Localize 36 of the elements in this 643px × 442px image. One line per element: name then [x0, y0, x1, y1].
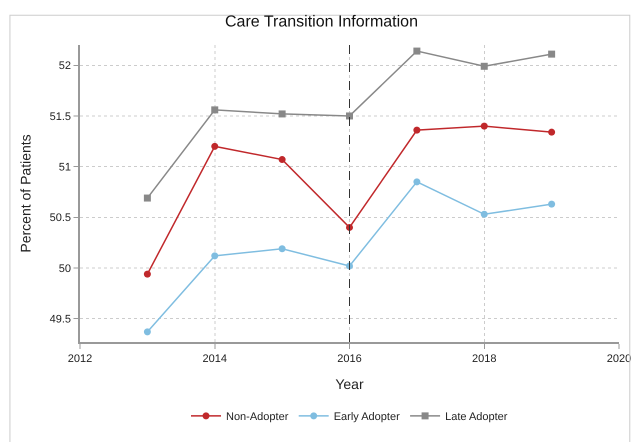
point — [548, 128, 556, 136]
point — [548, 200, 556, 208]
point — [278, 245, 286, 252]
legend-label: Non-Adopter — [226, 411, 289, 424]
legend-label: Early Adopter — [334, 411, 400, 424]
y-axis-title: Percent of Patients — [18, 134, 34, 253]
point — [144, 194, 151, 202]
point — [278, 110, 286, 118]
legend-label: Late Adopter — [445, 411, 508, 424]
y-tick-label: 49.5 — [50, 314, 72, 326]
y-tick-label: 52 — [58, 60, 72, 72]
point — [346, 112, 353, 120]
point — [413, 126, 420, 134]
point — [480, 210, 488, 218]
point — [480, 122, 488, 130]
point — [548, 50, 556, 58]
x-tick-label: 2018 — [472, 352, 496, 365]
x-tick-label: 2016 — [337, 352, 362, 365]
x-tick-label: 2020 — [606, 352, 632, 365]
point — [144, 328, 151, 336]
point — [211, 142, 218, 150]
y-tick-label: 51.5 — [50, 110, 72, 123]
point — [413, 178, 420, 186]
point — [144, 270, 151, 278]
point — [413, 48, 420, 55]
point — [278, 156, 286, 164]
point — [211, 252, 218, 260]
x-tick-label: 2014 — [202, 352, 227, 365]
point — [480, 62, 488, 70]
chart-title: Care Transition Information — [225, 14, 418, 31]
x-axis-title: Year — [335, 376, 364, 392]
point — [211, 106, 218, 114]
y-tick-label: 50 — [58, 262, 72, 275]
y-tick-label: 51 — [58, 161, 72, 174]
y-tick-label: 50.5 — [50, 212, 72, 224]
x-tick-label: 2012 — [68, 352, 92, 365]
